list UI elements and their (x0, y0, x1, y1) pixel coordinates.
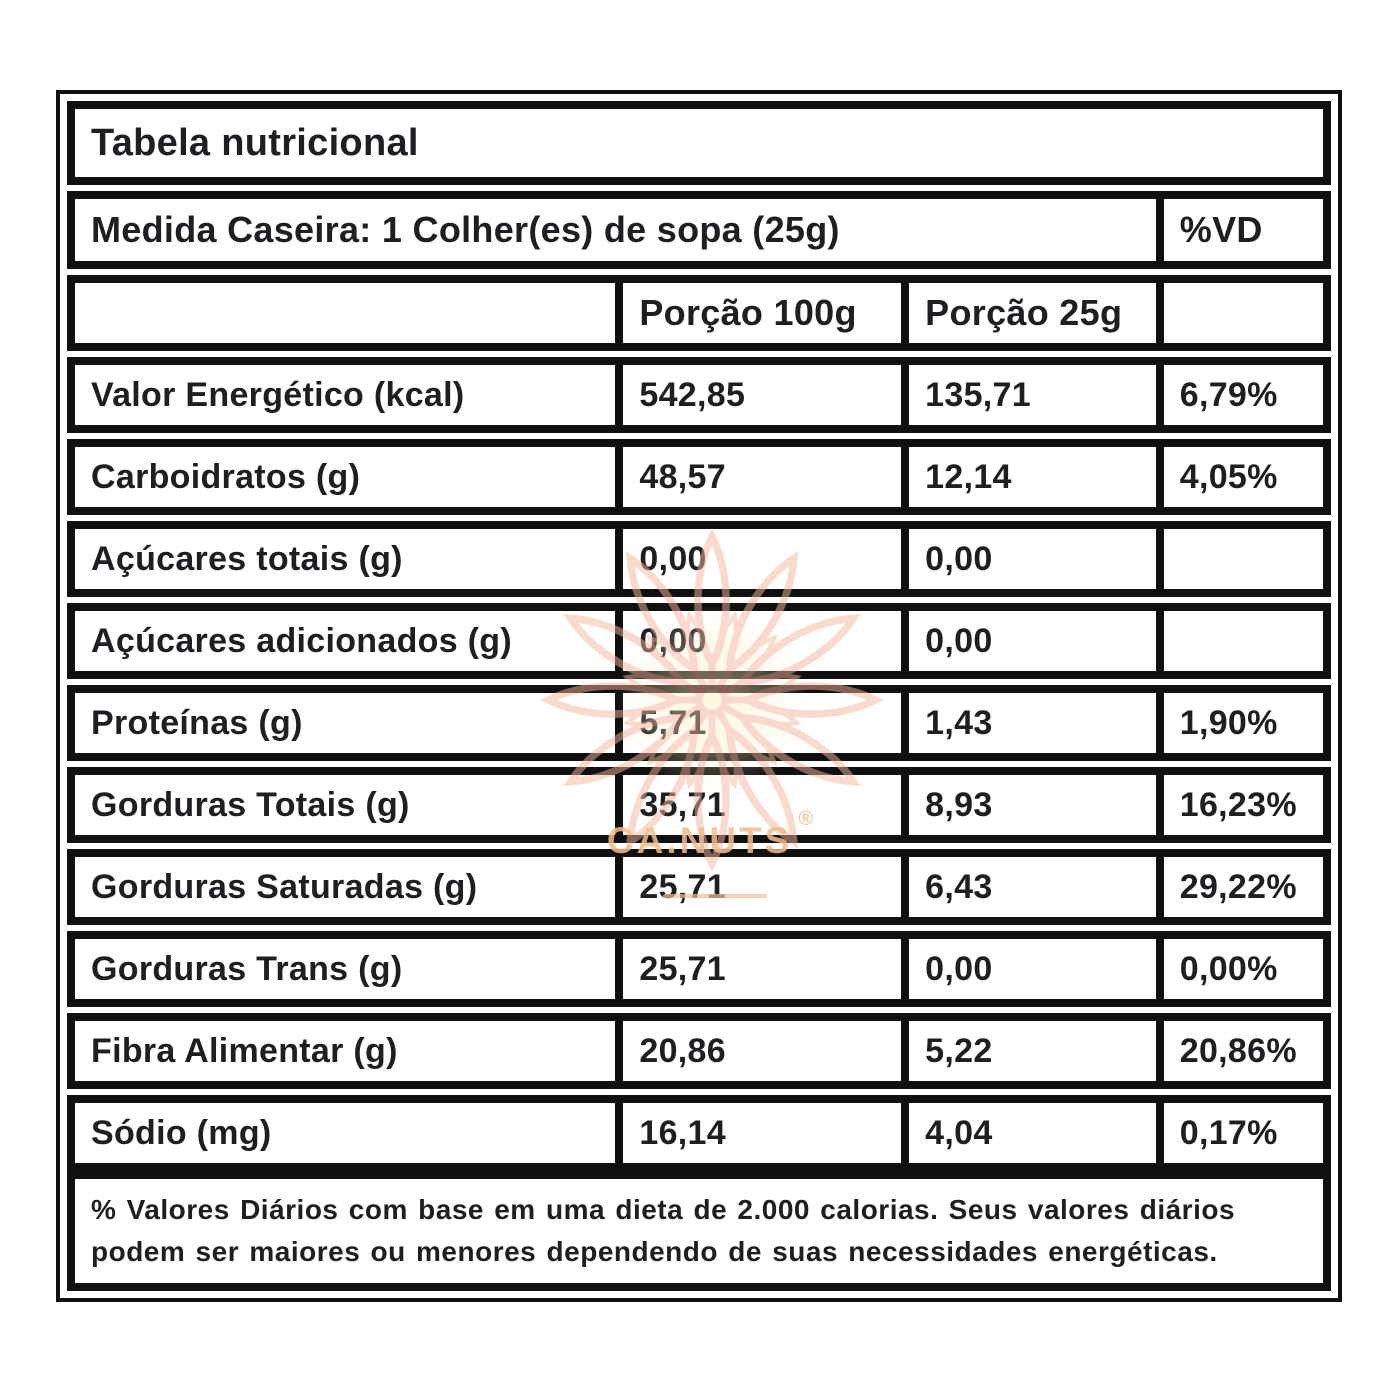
nutrient-row: Carboidratos (g) 48,57 12,14 4,05% (67, 439, 1331, 515)
daily-value-percent (1155, 611, 1323, 671)
nutrient-row: Gorduras Totais (g) 35,71 8,93 16,23% (67, 767, 1331, 843)
table-title-row: Tabela nutricional (67, 101, 1331, 185)
nutrient-label: Gorduras Totais (g) (91, 785, 410, 824)
daily-value-percent: 6,79% (1155, 365, 1323, 425)
portion-100g-header: Porção 100g (615, 283, 901, 343)
table-title: Tabela nutricional (91, 121, 419, 164)
daily-value-percent: 1,90% (1155, 693, 1323, 753)
value-per-100g: 35,71 (615, 775, 901, 835)
value-per-25g: 0,00 (901, 939, 1156, 999)
nutrient-label: Açúcares totais (g) (91, 539, 403, 578)
value-per-100g: 5,71 (615, 693, 901, 753)
nutrient-label: Gorduras Saturadas (g) (91, 867, 478, 906)
nutrient-rows: Valor Energético (kcal) 542,85 135,71 6,… (67, 357, 1331, 1171)
value-per-100g: 542,85 (615, 365, 901, 425)
value-per-100g: 25,71 (615, 857, 901, 917)
portion-header-vd-empty-cell (1155, 283, 1323, 343)
nutrient-label: Fibra Alimentar (g) (91, 1031, 398, 1070)
nutrient-label: Proteínas (g) (91, 703, 303, 742)
portion-25g-header: Porção 25g (901, 283, 1156, 343)
household-measure-row: Medida Caseira: 1 Colher(es) de sopa (25… (67, 191, 1331, 269)
daily-value-percent: 4,05% (1155, 447, 1323, 507)
nutrient-row: Sódio (mg) 16,14 4,04 0,17% (67, 1095, 1331, 1171)
value-per-25g: 6,43 (901, 857, 1156, 917)
value-per-25g: 0,00 (901, 529, 1156, 589)
value-per-25g: 1,43 (901, 693, 1156, 753)
value-per-100g: 25,71 (615, 939, 901, 999)
value-per-25g: 0,00 (901, 611, 1156, 671)
value-per-25g: 5,22 (901, 1021, 1156, 1081)
value-per-100g: 20,86 (615, 1021, 901, 1081)
nutrient-row: Gorduras Trans (g) 25,71 0,00 0,00% (67, 931, 1331, 1007)
daily-value-percent: 0,00% (1155, 939, 1323, 999)
nutrient-label: Carboidratos (g) (91, 457, 361, 496)
portion-header-row: Porção 100g Porção 25g (67, 275, 1331, 351)
household-measure-label: Medida Caseira: 1 Colher(es) de sopa (25… (91, 209, 840, 250)
nutrition-table: Tabela nutricional Medida Caseira: 1 Col… (56, 90, 1342, 1302)
nutrient-row: Valor Energético (kcal) 542,85 135,71 6,… (67, 357, 1331, 433)
value-per-100g: 48,57 (615, 447, 901, 507)
daily-value-percent: 0,17% (1155, 1103, 1323, 1163)
daily-value-percent: 29,22% (1155, 857, 1323, 917)
value-per-25g: 135,71 (901, 365, 1156, 425)
value-per-100g: 0,00 (615, 611, 901, 671)
value-per-25g: 12,14 (901, 447, 1156, 507)
nutrient-row: Gorduras Saturadas (g) 25,71 6,43 29,22% (67, 849, 1331, 925)
nutrient-row: Açúcares totais (g) 0,00 0,00 (67, 521, 1331, 597)
portion-header-empty-cell (75, 283, 615, 343)
daily-value-percent: 20,86% (1155, 1021, 1323, 1081)
value-per-25g: 4,04 (901, 1103, 1156, 1163)
daily-value-percent (1155, 529, 1323, 589)
nutrient-row: Açúcares adicionados (g) 0,00 0,00 (67, 603, 1331, 679)
daily-value-percent: 16,23% (1155, 775, 1323, 835)
value-per-100g: 0,00 (615, 529, 901, 589)
nutrient-label: Sódio (mg) (91, 1113, 272, 1152)
nutrient-label: Valor Energético (kcal) (91, 375, 465, 414)
daily-value-header: %VD (1155, 199, 1323, 261)
footnote-row: % Valores Diários com base em uma dieta … (67, 1171, 1331, 1291)
nutrient-row: Proteínas (g) 5,71 1,43 1,90% (67, 685, 1331, 761)
nutrient-row: Fibra Alimentar (g) 20,86 5,22 20,86% (67, 1013, 1331, 1089)
value-per-25g: 8,93 (901, 775, 1156, 835)
nutrient-label: Gorduras Trans (g) (91, 949, 403, 988)
daily-values-footnote: % Valores Diários com base em uma dieta … (91, 1194, 1236, 1267)
value-per-100g: 16,14 (615, 1103, 901, 1163)
nutrient-label: Açúcares adicionados (g) (91, 621, 512, 660)
